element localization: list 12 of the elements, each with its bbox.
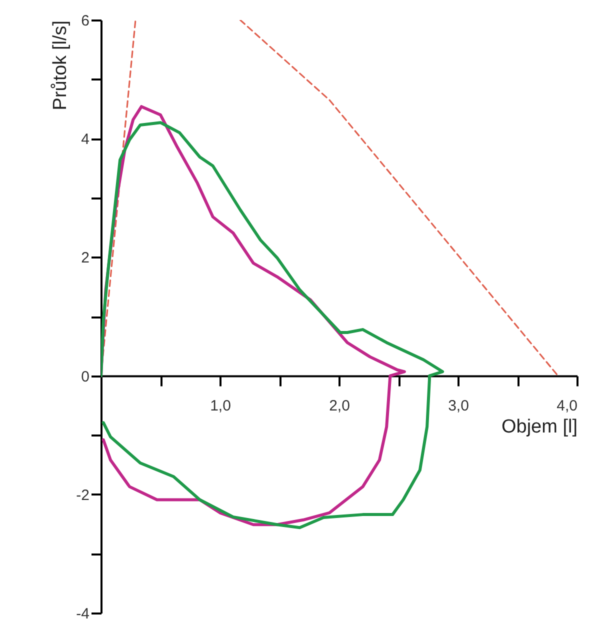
y-tick-label: 4 xyxy=(81,131,90,148)
x-tick-label: 1,0 xyxy=(210,397,231,414)
y-axis-title: Průtok [l/s] xyxy=(50,20,72,110)
y-tick-label: -2 xyxy=(76,486,90,504)
y-tick-label: -4 xyxy=(76,606,90,622)
x-tick-label: 3,0 xyxy=(448,397,469,414)
y-tick-label: 6 xyxy=(81,12,90,30)
y-tick-label: 2 xyxy=(81,250,90,267)
x-tick-label: 2,0 xyxy=(329,397,350,414)
x-tick-label: 4,0 xyxy=(556,397,578,414)
x-axis-title: Objem [l] xyxy=(501,416,578,438)
y-tick-label: 0 xyxy=(81,368,90,386)
